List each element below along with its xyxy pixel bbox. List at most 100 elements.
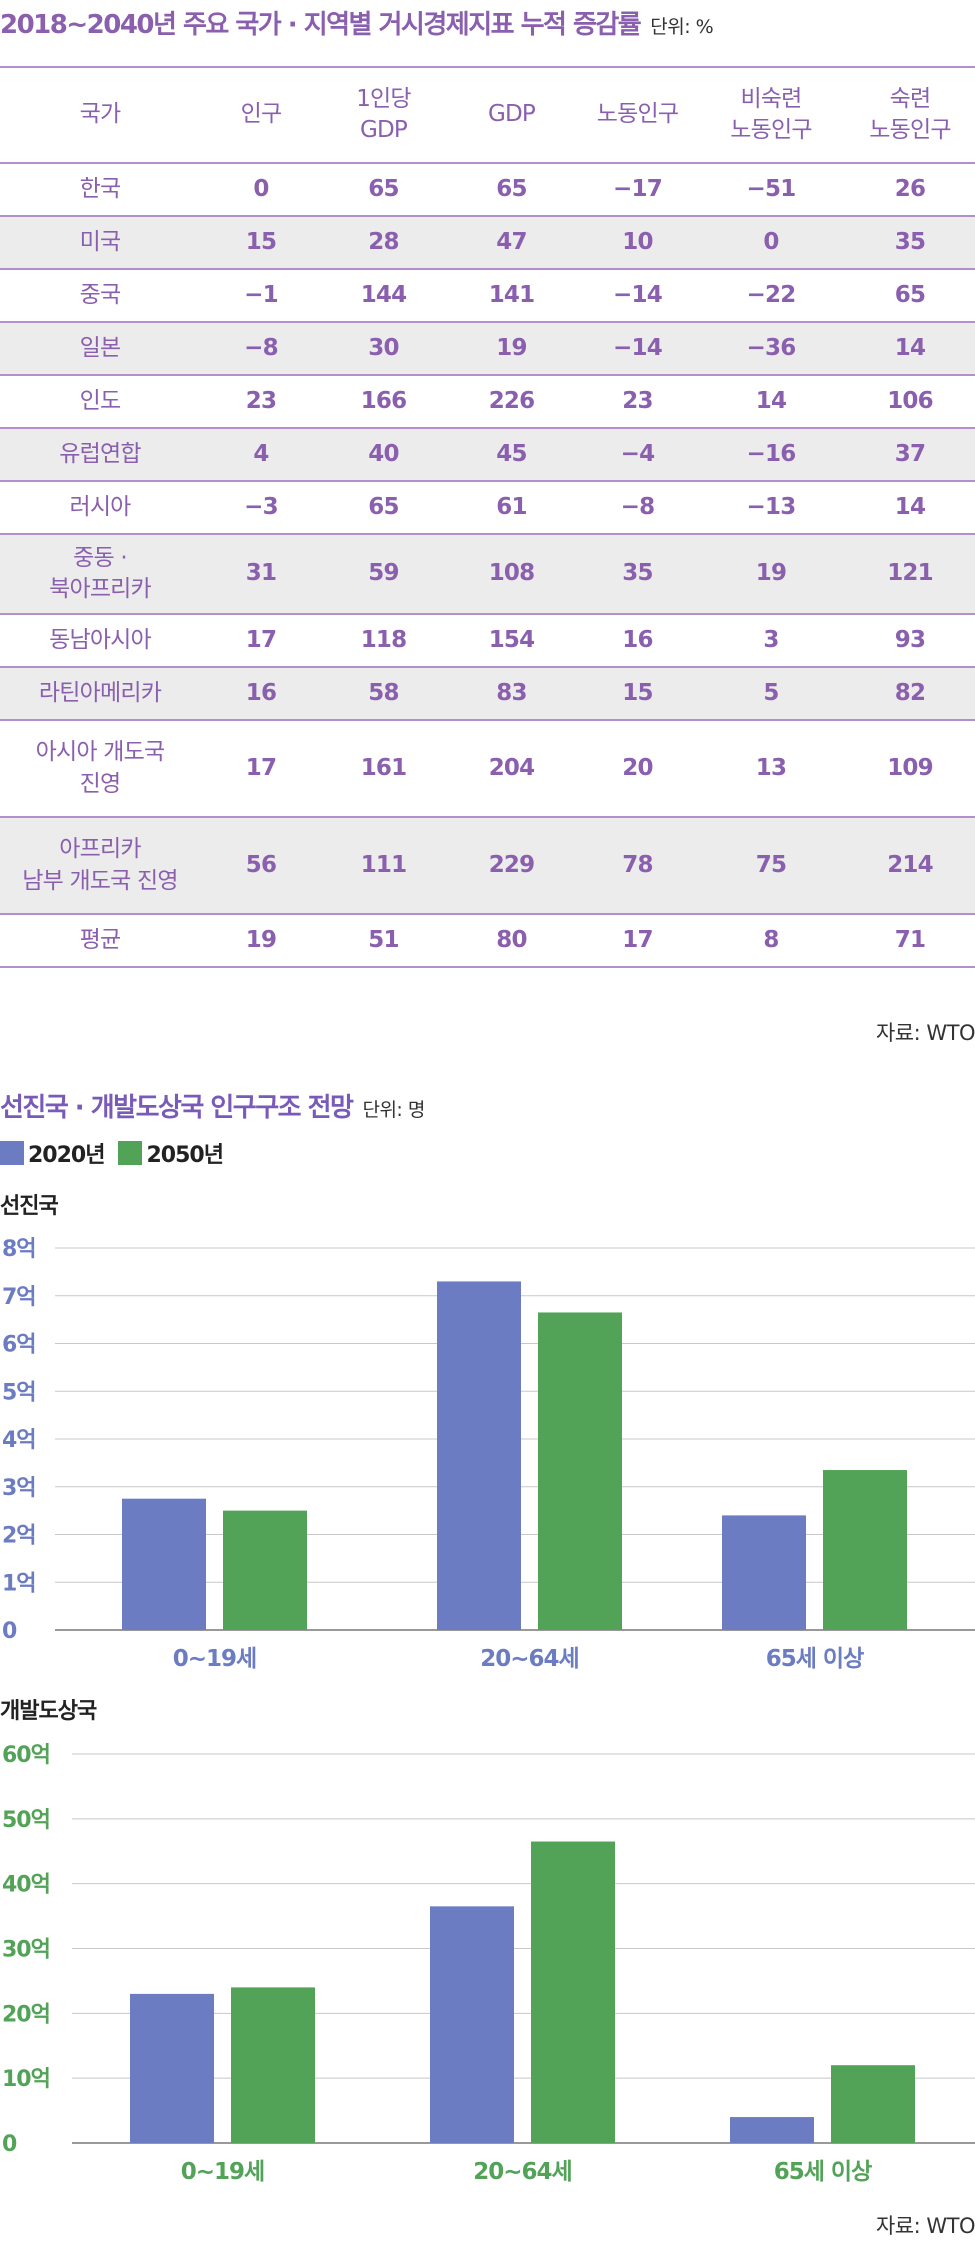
y-tick-label: 30억 — [2, 1938, 50, 1963]
value-cell: 15 — [245, 228, 277, 255]
bar-2020 — [122, 1498, 206, 1630]
bar-2020 — [430, 1906, 514, 2143]
x-category-label: 20~64세 — [473, 2159, 571, 2185]
value-cell: 45 — [496, 440, 527, 467]
y-tick-label: 5억 — [2, 1380, 36, 1405]
country-name: 아프리카 남부 개도국 진영 — [22, 836, 178, 894]
value-cell: 144 — [360, 281, 407, 308]
table-unit: 단위: % — [650, 16, 714, 38]
population-unit: 단위: 명 — [362, 1099, 425, 1121]
table-header-cell: 노동인구 — [578, 68, 697, 162]
country-name: 중국 — [79, 281, 122, 308]
country-name: 한국 — [79, 175, 122, 202]
legend-item-2050: 2050년 — [118, 1137, 224, 1169]
value-cell: 75 — [755, 851, 787, 878]
value-cell: −3 — [244, 493, 278, 520]
table-row: 인도 23 166 226 23 14 106 — [0, 376, 975, 429]
table-row: 러시아 −3 65 61 −8 −13 14 — [0, 482, 975, 535]
bar-2050 — [823, 1470, 907, 1630]
value-cell: 19 — [755, 560, 787, 587]
value-cell: 14 — [755, 387, 787, 414]
table-title: 2018~2040년 주요 국가 · 지역별 거시경제지표 누적 증감률 단위: … — [0, 4, 714, 41]
value-cell: 0 — [763, 228, 779, 255]
header-line1: 인구 — [240, 101, 283, 128]
value-cell: 51 — [368, 926, 399, 953]
country-cell: 동남아시아 — [0, 615, 200, 666]
legend-swatch-2050 — [118, 1141, 143, 1165]
x-category-label: 65세 이상 — [774, 2159, 872, 2185]
value-cell: 37 — [894, 440, 926, 467]
value-cell: 30 — [368, 334, 399, 361]
value-cell: 16 — [245, 679, 277, 706]
table-header-cell: 인구 — [200, 68, 322, 162]
bar-2050 — [531, 1841, 615, 2143]
bar-2050 — [231, 1987, 315, 2143]
y-tick-label: 0 — [2, 1619, 17, 1644]
value-cell: 10 — [622, 228, 653, 255]
value-cell: −51 — [746, 175, 797, 202]
header-line2: 노동인구 — [869, 117, 951, 143]
value-cell: 14 — [894, 334, 926, 361]
value-cell: 23 — [622, 387, 653, 414]
value-cell: 31 — [245, 560, 277, 587]
table-row: 아프리카 남부 개도국 진영 56 111 229 78 75 214 — [0, 818, 975, 915]
chart-source: 자료: WTO — [875, 2214, 975, 2238]
value-cell: 65 — [894, 281, 926, 308]
y-tick-label: 8억 — [2, 1237, 36, 1262]
table-row: 아시아 개도국 진영 17 161 204 20 13 109 — [0, 721, 975, 818]
country-name: 중동 · 북아프리카 — [49, 544, 152, 602]
value-cell: 65 — [368, 175, 399, 202]
bar-2020 — [730, 2117, 814, 2143]
y-tick-label: 40억 — [2, 1873, 50, 1898]
value-cell: 40 — [368, 440, 399, 467]
value-cell: 26 — [894, 175, 926, 202]
table-row: 중국 −1 144 141 −14 −22 65 — [0, 270, 975, 323]
table-row: 일본 −8 30 19 −14 −36 14 — [0, 323, 975, 376]
chart1-title: 선진국 — [0, 1194, 59, 1219]
country-name: 미국 — [79, 228, 122, 255]
value-cell: 154 — [488, 626, 535, 653]
value-cell: 16 — [622, 626, 653, 653]
value-cell: 56 — [245, 851, 277, 878]
value-cell: 47 — [496, 228, 527, 255]
table-row: 한국 0 65 65 −17 −51 26 — [0, 164, 975, 217]
x-category-label: 20~64세 — [480, 1646, 578, 1672]
developing-countries-chart: 0 10억 20억 30억 40억 50억 60억 0~19세 20~64세 65세 이상 — [2, 1743, 975, 2185]
table-header-cell: 국가 — [0, 68, 200, 162]
table-row: 중동 · 북아프리카 31 59 108 35 19 121 — [0, 535, 975, 615]
chart2-title: 개발도상국 — [0, 1699, 97, 1724]
value-cell: 83 — [496, 679, 527, 706]
legend-label-2020: 2020년 — [28, 1143, 105, 1168]
country-name: 평균 — [79, 926, 122, 953]
header-line1: 숙련 — [889, 85, 932, 112]
developed-countries-chart: 0 1억 2억 3억 4억 5억 6억 7억 8억 0~19세 20~64세 65세 이상 — [2, 1237, 975, 1672]
country-name: 일본 — [79, 334, 122, 361]
value-cell: 59 — [368, 560, 399, 587]
country-cell: 라틴아메리카 — [0, 668, 200, 719]
value-cell: 229 — [488, 851, 535, 878]
y-tick-label: 1억 — [2, 1571, 36, 1596]
value-cell: 141 — [488, 281, 535, 308]
population-title-text: 선진국 · 개발도상국 인구구조 전망 — [0, 1093, 354, 1123]
country-cell: 일본 — [0, 323, 200, 374]
country-cell: 아프리카 남부 개도국 진영 — [0, 818, 200, 913]
value-cell: 23 — [245, 387, 277, 414]
table-header-row: 국가 인구 1인당 GDP GDP 노동인구 비숙련 노동인구 숙련 노동인구 — [0, 66, 975, 164]
country-cell: 러시아 — [0, 482, 200, 533]
value-cell: −22 — [746, 281, 797, 308]
y-tick-label: 4억 — [2, 1428, 36, 1453]
value-cell: 28 — [368, 228, 399, 255]
table-row: 평균 19 51 80 17 8 71 — [0, 915, 975, 968]
value-cell: 4 — [253, 440, 269, 467]
x-category-label: 65세 이상 — [766, 1646, 864, 1672]
table-row: 라틴아메리카 16 58 83 15 5 82 — [0, 668, 975, 721]
value-cell: 65 — [368, 493, 399, 520]
value-cell: 204 — [488, 754, 535, 781]
value-cell: 121 — [887, 560, 933, 587]
value-cell: 93 — [894, 626, 926, 653]
header-line1: 비숙련 — [740, 85, 802, 112]
country-cell: 평균 — [0, 915, 200, 966]
country-name: 라틴아메리카 — [38, 679, 162, 706]
value-cell: 65 — [496, 175, 527, 202]
y-tick-label: 3억 — [2, 1476, 36, 1501]
